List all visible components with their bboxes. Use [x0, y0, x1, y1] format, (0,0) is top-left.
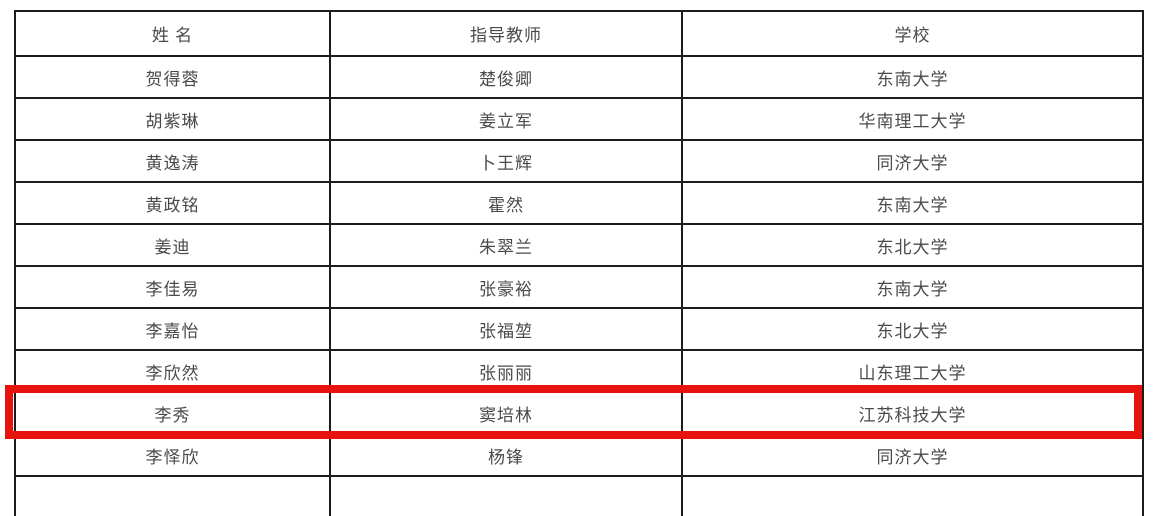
name-cell: 黄政铭: [14, 181, 331, 225]
name-cell: [14, 475, 331, 516]
name-cell: 李佳易: [14, 265, 331, 309]
school-cell: 东南大学: [681, 265, 1144, 309]
header-row: 姓 名 指导教师 学校: [14, 10, 1144, 57]
teacher-cell: 朱翠兰: [329, 223, 683, 267]
results-table: 姓 名 指导教师 学校 贺得蓉 楚俊卿 东南大学 胡紫琳 姜立军 华南理工大学 …: [14, 10, 1144, 516]
school-cell: 山东理工大学: [681, 349, 1144, 393]
column-header-teacher: 指导教师: [329, 10, 683, 57]
name-cell: 贺得蓉: [14, 55, 331, 99]
table-row: 贺得蓉 楚俊卿 东南大学: [14, 55, 1144, 99]
teacher-cell: 窦培林: [329, 391, 683, 435]
school-cell: 江苏科技大学: [681, 391, 1144, 435]
teacher-cell: 卜王辉: [329, 139, 683, 183]
name-cell: 胡紫琳: [14, 97, 331, 141]
name-cell: 李欣然: [14, 349, 331, 393]
teacher-cell: 杨锋: [329, 433, 683, 477]
school-cell: 华南理工大学: [681, 97, 1144, 141]
table-row: 黄逸涛 卜王辉 同济大学: [14, 139, 1144, 183]
name-cell: 李秀: [14, 391, 331, 435]
teacher-cell: 楚俊卿: [329, 55, 683, 99]
table-row: 黄政铭 霍然 东南大学: [14, 181, 1144, 225]
table-row-partial: [14, 475, 1144, 516]
teacher-cell: 张豪裕: [329, 265, 683, 309]
teacher-cell: 张福堃: [329, 307, 683, 351]
teacher-cell: 张丽丽: [329, 349, 683, 393]
table-row: 李秀 窦培林 江苏科技大学: [14, 391, 1144, 435]
name-cell: 李嘉怡: [14, 307, 331, 351]
table-row: 李佳易 张豪裕 东南大学: [14, 265, 1144, 309]
table-row: 李欣然 张丽丽 山东理工大学: [14, 349, 1144, 393]
school-cell: 同济大学: [681, 139, 1144, 183]
name-cell: 姜迪: [14, 223, 331, 267]
table-body: 贺得蓉 楚俊卿 东南大学 胡紫琳 姜立军 华南理工大学 黄逸涛 卜王辉 同济大学…: [14, 55, 1144, 516]
school-cell: 同济大学: [681, 433, 1144, 477]
teacher-cell: 霍然: [329, 181, 683, 225]
table-row: 姜迪 朱翠兰 东北大学: [14, 223, 1144, 267]
school-cell: 东南大学: [681, 55, 1144, 99]
column-header-school: 学校: [681, 10, 1144, 57]
table-row: 李嘉怡 张福堃 东北大学: [14, 307, 1144, 351]
column-header-name: 姓 名: [14, 10, 331, 57]
teacher-cell: 姜立军: [329, 97, 683, 141]
school-cell: 东北大学: [681, 223, 1144, 267]
school-cell: 东南大学: [681, 181, 1144, 225]
table-row: 胡紫琳 姜立军 华南理工大学: [14, 97, 1144, 141]
school-cell: [681, 475, 1144, 516]
name-cell: 黄逸涛: [14, 139, 331, 183]
name-cell: 李怿欣: [14, 433, 331, 477]
table-header: 姓 名 指导教师 学校: [14, 10, 1144, 57]
teacher-cell: [329, 475, 683, 516]
table-row: 李怿欣 杨锋 同济大学: [14, 433, 1144, 477]
school-cell: 东北大学: [681, 307, 1144, 351]
